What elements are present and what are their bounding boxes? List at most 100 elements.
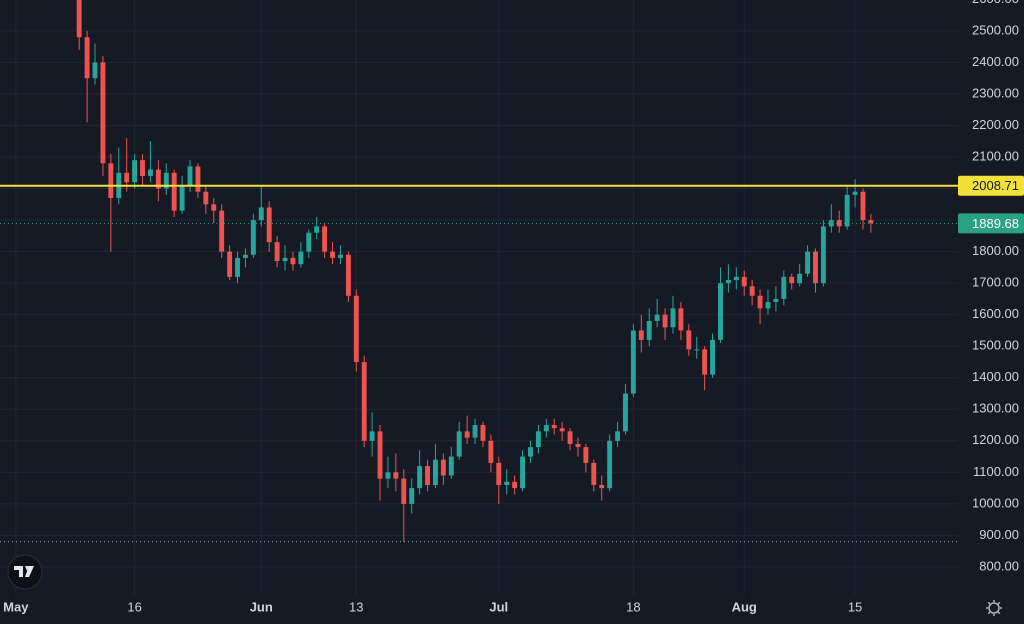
y-tick-label: 2600.00 bbox=[972, 0, 1019, 6]
candle-body bbox=[258, 207, 264, 221]
candle-body bbox=[179, 185, 185, 211]
x-tick-label: Jun bbox=[250, 599, 273, 614]
candle-body bbox=[686, 330, 692, 350]
candle-body bbox=[543, 425, 549, 432]
y-tick-label: 2200.00 bbox=[972, 117, 1019, 132]
y-tick-label: 800.00 bbox=[979, 558, 1019, 573]
candle-body bbox=[472, 425, 478, 438]
candle-body bbox=[654, 314, 660, 321]
candle-body bbox=[559, 428, 565, 432]
candle-body bbox=[330, 251, 335, 258]
candle-body bbox=[393, 472, 399, 479]
candle-body bbox=[646, 320, 652, 340]
candle-body bbox=[377, 431, 383, 479]
candle-body bbox=[813, 251, 818, 284]
candle-body bbox=[195, 166, 201, 192]
candle-body bbox=[100, 62, 106, 164]
candle-body bbox=[353, 295, 359, 362]
x-tick-label: May bbox=[3, 599, 29, 614]
candles bbox=[76, 0, 874, 542]
candle-body bbox=[124, 172, 130, 183]
candle-body bbox=[314, 226, 320, 233]
candle-body bbox=[718, 283, 723, 340]
settings-icon[interactable] bbox=[986, 600, 1002, 616]
candle-body bbox=[147, 169, 153, 176]
y-tick-label: 2500.00 bbox=[972, 22, 1019, 37]
candle-body bbox=[733, 276, 739, 280]
candle-body bbox=[155, 169, 161, 189]
candle-body bbox=[820, 226, 826, 284]
candle-body bbox=[361, 361, 367, 441]
candle-body bbox=[227, 251, 233, 277]
candle-body bbox=[710, 339, 716, 375]
candle-body bbox=[456, 431, 462, 457]
gear bbox=[988, 602, 1000, 614]
candle-body bbox=[345, 254, 351, 296]
candle-body bbox=[266, 207, 272, 243]
candle-body bbox=[417, 466, 423, 489]
candle-body bbox=[504, 481, 510, 485]
candle-body bbox=[607, 440, 613, 489]
candle-body bbox=[860, 191, 866, 221]
candle-body bbox=[274, 242, 280, 262]
candle-body bbox=[702, 349, 708, 375]
y-tick-label: 1200.00 bbox=[972, 432, 1019, 447]
candle-body bbox=[615, 431, 621, 441]
candle-body bbox=[725, 280, 731, 284]
candle-body bbox=[433, 459, 438, 485]
candle-body bbox=[163, 172, 169, 189]
candle-body bbox=[591, 462, 597, 485]
candle-body bbox=[741, 276, 747, 287]
candle-body bbox=[76, 0, 82, 38]
candle-body bbox=[496, 462, 502, 485]
x-tick-label: Jul bbox=[489, 599, 508, 614]
y-tick-label: 1600.00 bbox=[972, 306, 1019, 321]
candle-body bbox=[298, 251, 304, 265]
logo-circle bbox=[7, 554, 43, 590]
candle-body bbox=[409, 488, 415, 504]
candle-body bbox=[694, 349, 700, 351]
overlay: 2008.71 1889.68 bbox=[0, 175, 1024, 543]
x-tick-label: 16 bbox=[127, 599, 141, 614]
y-tick-label: 1100.00 bbox=[973, 464, 1019, 479]
x-tick-label: 15 bbox=[848, 599, 862, 614]
x-tick-label: 18 bbox=[626, 599, 640, 614]
candle-body bbox=[92, 62, 98, 79]
candle-body bbox=[797, 273, 803, 284]
price-label-box bbox=[958, 213, 1024, 234]
candle-body bbox=[250, 220, 256, 255]
candle-body bbox=[749, 286, 755, 296]
candle-body bbox=[868, 220, 874, 224]
candle-body bbox=[488, 440, 494, 463]
y-tick-label: 1800.00 bbox=[972, 243, 1019, 258]
candle-body bbox=[836, 220, 842, 227]
y-tick-label: 900.00 bbox=[979, 527, 1019, 542]
candle-body bbox=[440, 459, 446, 476]
candle-body bbox=[805, 251, 811, 274]
candle-body bbox=[551, 425, 557, 429]
candle-body bbox=[385, 472, 391, 479]
logo-mark bbox=[14, 566, 34, 577]
x-tick-label: Aug bbox=[732, 599, 757, 614]
logo[interactable] bbox=[7, 554, 43, 590]
candle-body bbox=[765, 302, 771, 309]
y-tick-label: 1000.00 bbox=[972, 495, 1019, 510]
candle-body bbox=[219, 210, 225, 252]
candle-body bbox=[306, 232, 312, 252]
candle-body bbox=[583, 447, 589, 463]
price-label-box bbox=[958, 175, 1024, 196]
candle-body bbox=[187, 166, 193, 186]
candle-body bbox=[448, 456, 454, 476]
candle-body bbox=[322, 226, 328, 252]
y-tick-label: 1500.00 bbox=[972, 338, 1019, 353]
grid: 800.00 900.00 1000.00 1100.00 1200.00 1300.00… bbox=[0, 0, 1019, 614]
candle-body bbox=[662, 314, 668, 328]
candle-body bbox=[425, 466, 430, 485]
candle-body bbox=[235, 257, 240, 277]
candle-body bbox=[757, 295, 763, 309]
candle-body bbox=[132, 160, 138, 183]
y-tick-label: 1400.00 bbox=[972, 369, 1019, 384]
candle-body bbox=[781, 276, 787, 299]
